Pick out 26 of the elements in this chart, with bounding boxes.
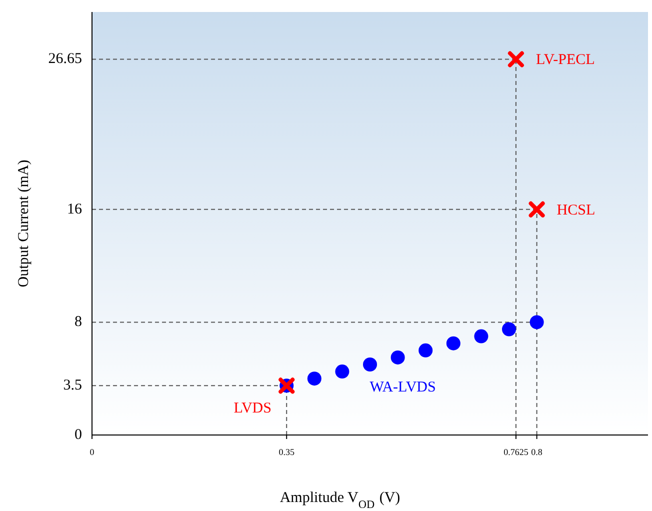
- point: [307, 372, 322, 386]
- annotation: LV-PECL: [536, 52, 595, 68]
- point: [335, 364, 350, 379]
- x-tick-label: 0: [90, 447, 95, 457]
- y-tick-label: 0: [74, 427, 82, 443]
- point: [474, 329, 488, 344]
- y-tick-label: 26.65: [48, 51, 82, 68]
- annotation: LVDS: [234, 400, 272, 417]
- point: [502, 322, 516, 336]
- x-tick-label: 0.8: [531, 447, 543, 457]
- x-tick-label: 0.35: [278, 447, 295, 457]
- point: [508, 51, 524, 68]
- point: [418, 343, 433, 358]
- y-tick-label: 8: [74, 314, 82, 330]
- point: [446, 336, 460, 350]
- point: [363, 358, 377, 372]
- x-axis-title: Amplitude V$_{OD}$ (V): [280, 490, 400, 511]
- y-tick-label: 16: [67, 201, 82, 218]
- y-tick-label: 3.5: [63, 378, 82, 394]
- series-label: WA-LVDS: [370, 380, 436, 396]
- x-tick-label: 0.7625: [504, 447, 529, 457]
- point: [528, 201, 545, 218]
- annotation: HCSL: [556, 202, 596, 218]
- point: [530, 315, 544, 330]
- y-axis-title: Output Current (mA): [16, 160, 32, 288]
- point: [390, 350, 405, 364]
